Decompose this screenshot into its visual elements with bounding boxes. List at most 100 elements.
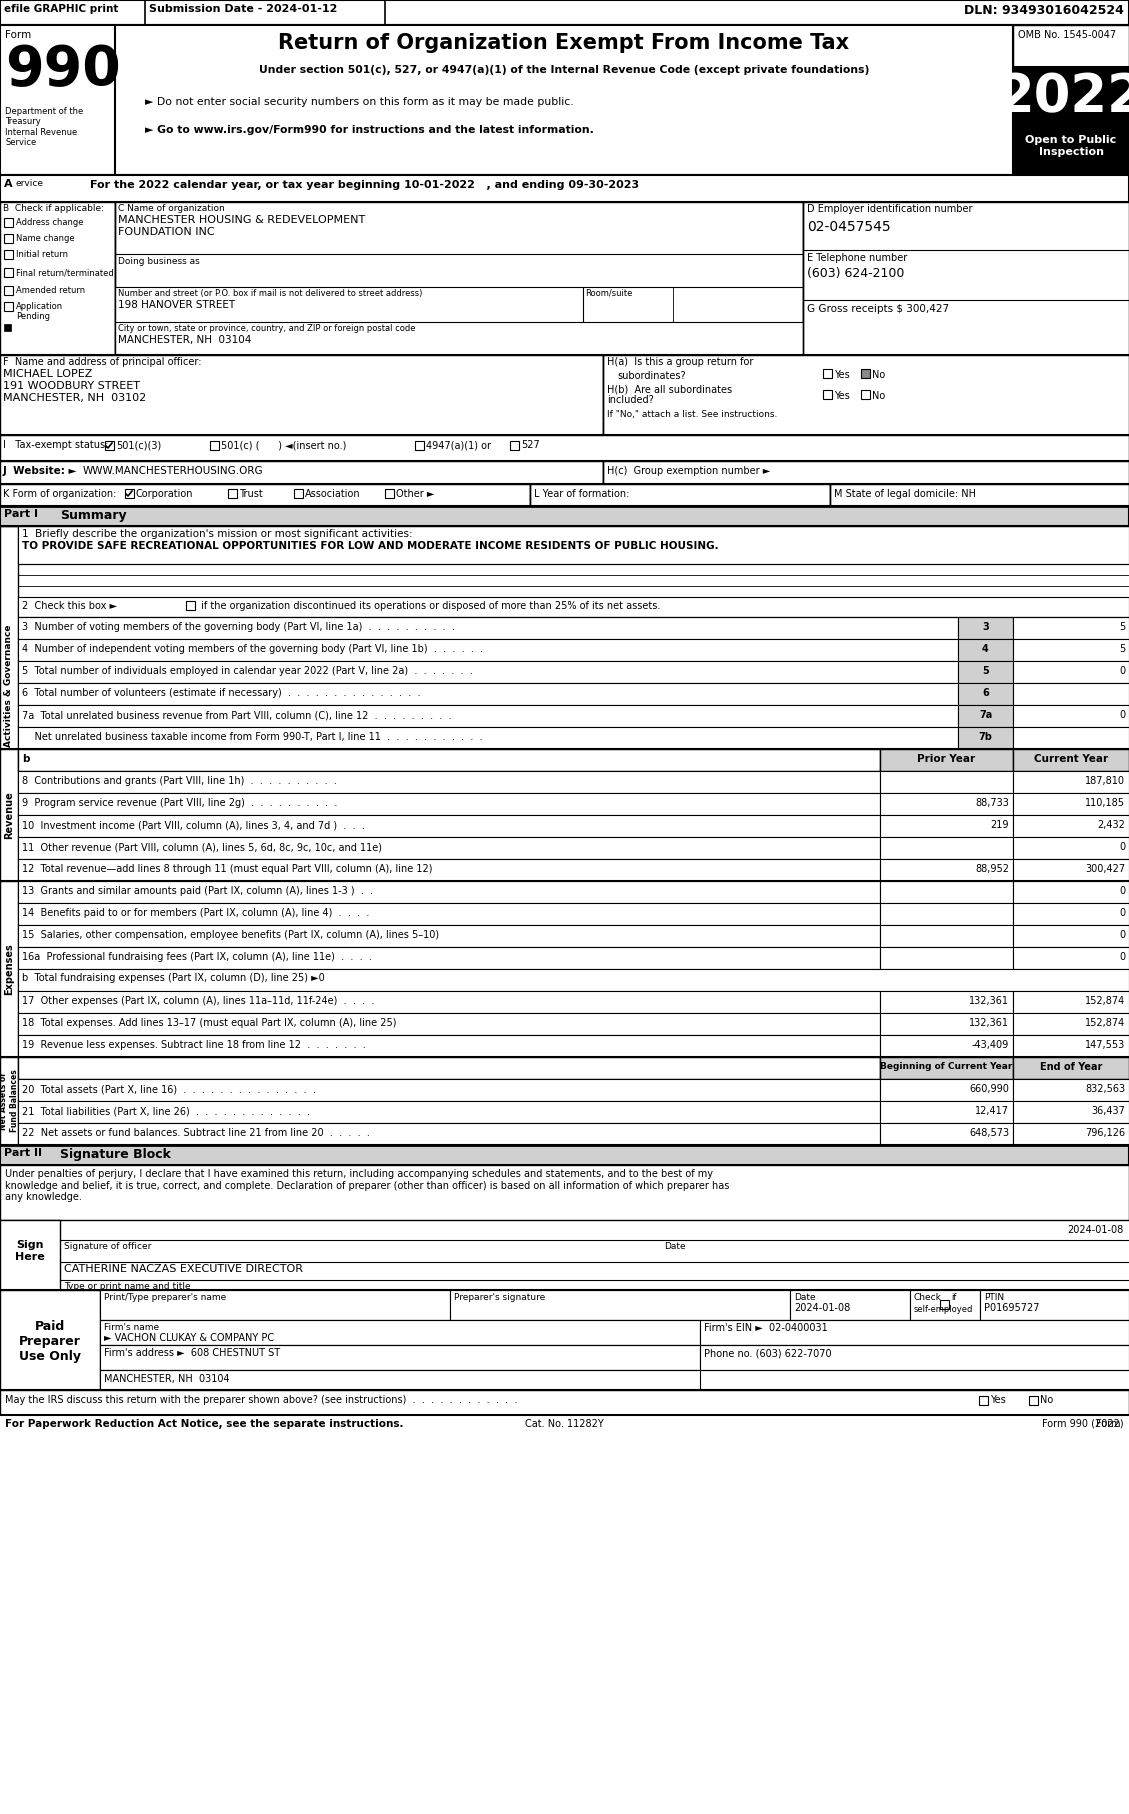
Text: C Name of organization: C Name of organization [119,203,225,212]
Bar [1013,925,1129,947]
Text: Date: Date [665,1243,686,1252]
Bar [1013,660,1129,684]
Text: 17  Other expenses (Part IX, column (A), lines 11a–11d, 11f-24e)  .  .  .  .: 17 Other expenses (Part IX, column (A), … [21,996,375,1007]
Bar [0,201,115,356]
Text: Activities & Governance: Activities & Governance [5,624,14,747]
Bar [0,749,18,882]
Bar [1013,882,1129,903]
Bar [700,1321,1129,1344]
Text: b: b [21,755,29,764]
Text: 2022: 2022 [998,71,1129,123]
Text: 4  Number of independent voting members of the governing body (Part VI, line 1b): 4 Number of independent voting members o… [21,644,483,655]
Bar [415,441,425,450]
Text: if: if [951,1293,956,1302]
Text: Type or print name and title: Type or print name and title [64,1282,191,1292]
Bar [803,201,1129,356]
Text: 0: 0 [1119,885,1124,896]
Text: 0: 0 [1119,842,1124,853]
Bar [0,1221,60,1290]
Bar [18,1079,879,1101]
Text: Doing business as: Doing business as [119,258,200,267]
Bar [1013,1079,1129,1101]
Bar [18,1012,879,1036]
Bar [115,323,803,356]
Text: 7a  Total unrelated business revenue from Part VIII, column (C), line 12  .  .  : 7a Total unrelated business revenue from… [21,709,452,720]
Text: ► Do not enter social security numbers on this form as it may be made public.: ► Do not enter social security numbers o… [145,96,574,107]
Text: 648,573: 648,573 [969,1128,1009,1137]
Text: H(c)  Group exemption number ►: H(c) Group exemption number ► [607,466,770,475]
Text: 300,427: 300,427 [1085,863,1124,874]
Bar [1013,706,1129,727]
Text: M State of legal domicile: NH: M State of legal domicile: NH [834,490,975,499]
Bar [879,882,1013,903]
Bar [879,749,1013,771]
Text: 0: 0 [1119,931,1124,940]
Text: No: No [1040,1395,1053,1406]
Text: For the 2022 calendar year, or tax year beginning 10-01-2022   , and ending 09-3: For the 2022 calendar year, or tax year … [90,180,639,190]
Bar [879,990,1013,1012]
Bar [0,174,1129,201]
Bar [879,860,1013,882]
Text: Yes: Yes [990,1395,1006,1406]
Bar [186,600,195,610]
Bar [603,356,1129,435]
Bar [18,925,879,947]
Text: Print/Type preparer's name: Print/Type preparer's name [104,1293,226,1302]
Bar [18,1101,879,1123]
Bar [385,490,394,499]
Bar [1013,25,1129,67]
Bar [959,617,1013,639]
Text: Trust: Trust [239,490,263,499]
Bar [1013,684,1129,706]
Bar [1013,990,1129,1012]
Text: 527: 527 [520,441,540,450]
Text: For Paperwork Reduction Act Notice, see the separate instructions.: For Paperwork Reduction Act Notice, see … [5,1419,403,1429]
Text: Open to Public
Inspection: Open to Public Inspection [1025,134,1117,156]
Text: 832,563: 832,563 [1085,1085,1124,1094]
Bar [510,441,519,450]
Bar [0,461,603,484]
Bar [125,490,134,499]
Text: 191 WOODBURY STREET: 191 WOODBURY STREET [3,381,140,392]
Bar [450,1290,790,1321]
Text: 3  Number of voting members of the governing body (Part VI, line 1a)  .  .  .  .: 3 Number of voting members of the govern… [21,622,455,631]
Bar [115,287,673,323]
Bar [18,617,959,639]
Bar [0,484,530,506]
Text: MANCHESTER, NH  03104: MANCHESTER, NH 03104 [104,1373,229,1384]
Text: Firm's address ►  608 CHESTNUT ST: Firm's address ► 608 CHESTNUT ST [104,1348,280,1359]
Bar [0,882,18,1058]
Bar [959,706,1013,727]
Bar [5,218,14,227]
Text: 0: 0 [1119,952,1124,961]
Bar [1013,1012,1129,1036]
Bar [790,1290,910,1321]
Text: MANCHESTER HOUSING & REDEVELOPMENT
FOUNDATION INC: MANCHESTER HOUSING & REDEVELOPMENT FOUND… [119,216,366,236]
Text: 660,990: 660,990 [969,1085,1009,1094]
Text: May the IRS discuss this return with the preparer shown above? (see instructions: May the IRS discuss this return with the… [5,1395,517,1406]
Text: 187,810: 187,810 [1085,776,1124,785]
Text: 8  Contributions and grants (Part VIII, line 1h)  .  .  .  .  .  .  .  .  .  .: 8 Contributions and grants (Part VIII, l… [21,776,336,785]
Text: MANCHESTER, NH  03104: MANCHESTER, NH 03104 [119,336,252,345]
Bar [1013,836,1129,860]
Bar [879,1079,1013,1101]
Text: 7b: 7b [979,733,992,742]
Text: 21  Total liabilities (Part X, line 26)  .  .  .  .  .  .  .  .  .  .  .  .  .: 21 Total liabilities (Part X, line 26) .… [21,1107,310,1116]
Bar [0,1165,1129,1221]
Text: Firm's name: Firm's name [104,1322,159,1331]
Text: Application
Pending: Application Pending [16,301,63,321]
Bar [18,860,879,882]
Text: F  Name and address of principal officer:: F Name and address of principal officer: [3,357,201,366]
Bar [0,356,603,435]
Bar [861,368,870,377]
Bar [959,727,1013,749]
Text: Address change: Address change [16,218,84,227]
Text: B  Check if applicable:: B Check if applicable: [3,203,104,212]
Bar [1013,617,1129,639]
Text: 18  Total expenses. Add lines 13–17 (must equal Part IX, column (A), line 25): 18 Total expenses. Add lines 13–17 (must… [21,1018,396,1029]
Text: No: No [872,370,885,379]
Bar [5,287,14,296]
Text: L Year of formation:: L Year of formation: [534,490,629,499]
Text: Part I: Part I [5,510,38,519]
Bar [603,461,1129,484]
